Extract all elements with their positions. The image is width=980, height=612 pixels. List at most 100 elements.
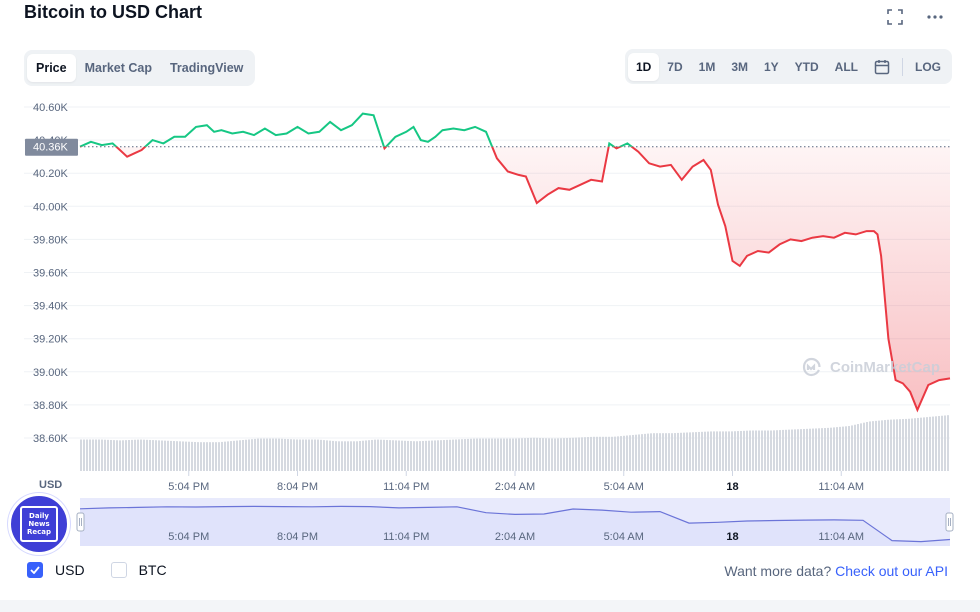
volume-bar [704, 431, 706, 471]
volume-bar [734, 431, 736, 471]
calendar-icon[interactable] [866, 53, 898, 81]
volume-bar [380, 439, 382, 471]
y-tick-label: 39.00K [33, 367, 69, 379]
volume-bar [812, 428, 814, 471]
volume-bar [515, 438, 517, 471]
volume-bar [266, 438, 268, 471]
volume-bar [947, 415, 949, 471]
navigator-area [80, 506, 950, 546]
volume-bar [92, 439, 94, 471]
volume-bar [749, 430, 751, 471]
volume-bar [893, 419, 895, 471]
volume-bar [617, 436, 619, 471]
tab-tradingview[interactable]: TradingView [169, 61, 244, 75]
volume-bar [638, 434, 640, 471]
volume-bar [458, 439, 460, 471]
volume-bar [941, 415, 943, 471]
volume-bar [785, 429, 787, 471]
volume-bar [395, 440, 397, 471]
volume-bar [653, 433, 655, 471]
volume-bar [887, 419, 889, 471]
x-tick-label: 5:04 PM [168, 481, 209, 493]
volume-bar [746, 430, 748, 471]
volume-bar [116, 440, 118, 471]
range-1y[interactable]: 1Y [763, 59, 779, 74]
volume-bar [824, 428, 826, 471]
range-7d[interactable]: 7D [667, 59, 683, 74]
volume-bar [839, 426, 841, 471]
volume-bar [218, 442, 220, 471]
volume-bar [110, 439, 112, 471]
tab-market-cap[interactable]: Market Cap [84, 61, 152, 75]
volume-bar [491, 438, 493, 471]
volume-bar [761, 430, 763, 471]
navigator-x-tick-label: 5:04 PM [168, 531, 209, 543]
range-1d[interactable]: 1D [627, 52, 660, 81]
volume-bar [176, 441, 178, 471]
volume-bar [935, 416, 937, 471]
volume-bar [95, 439, 97, 471]
y-tick-label: 38.80K [33, 400, 69, 412]
volume-bar [221, 441, 223, 471]
volume-bar [155, 440, 157, 471]
tab-price[interactable]: Price [27, 54, 76, 82]
price-line-above-reference [79, 112, 634, 147]
volume-bar [650, 433, 652, 471]
price-area-fill [116, 146, 950, 410]
volume-bar [689, 432, 691, 471]
daily-news-recap-badge[interactable]: Daily News Recap [8, 493, 70, 555]
btc-checkbox[interactable] [110, 562, 127, 578]
volume-bar [539, 437, 541, 471]
volume-bar [713, 431, 715, 471]
volume-bar [680, 432, 682, 471]
legend-btc[interactable]: BTC [110, 562, 167, 578]
range-all[interactable]: ALL [834, 59, 858, 74]
volume-bar [566, 438, 568, 471]
volume-bar [338, 441, 340, 471]
price-chart[interactable]: 40.60K40.40K40.20K40.00K39.80K39.60K39.4… [0, 95, 980, 495]
volume-bar [572, 437, 574, 471]
volume-bar [194, 442, 196, 471]
volume-bar [500, 438, 502, 471]
navigator-x-tick-label: 11:04 PM [383, 531, 429, 543]
volume-bar [557, 438, 559, 471]
volume-bar [707, 431, 709, 471]
more-icon[interactable] [926, 8, 944, 26]
reference-price-badge: 40.36K [25, 138, 78, 156]
volume-bar [473, 438, 475, 471]
range-3m[interactable]: 3M [731, 59, 748, 74]
y-tick-label: 40.60K [33, 102, 69, 114]
volume-bar [545, 438, 547, 471]
volume-bar [227, 441, 229, 471]
expand-icon[interactable] [886, 8, 904, 26]
volume-bar [842, 426, 844, 471]
volume-bar [113, 440, 115, 471]
legend-usd[interactable]: USD [27, 562, 85, 578]
volume-bar [860, 423, 862, 471]
range-ytd[interactable]: YTD [794, 59, 819, 74]
volume-bar [332, 440, 334, 471]
volume-bar [620, 436, 622, 471]
coinmarketcap-logo-icon [802, 357, 821, 377]
badge-line-2: News [28, 520, 50, 528]
volume-bar [872, 421, 874, 471]
volume-bar [350, 441, 352, 471]
api-link[interactable]: Check out our API [835, 563, 948, 579]
log-toggle[interactable]: LOG [915, 59, 941, 74]
volume-bar [920, 417, 922, 471]
range-navigator[interactable]: 5:04 PM 8:04 PM 11:04 PM 2:04 AM 5:04 AM 18 11… [0, 480, 980, 550]
volume-bar [437, 440, 439, 471]
range-tabs: 1D 7D 1M 3M 1Y YTD ALL LOG [624, 49, 952, 84]
usd-checkbox[interactable] [27, 562, 43, 578]
range-1m[interactable]: 1M [698, 59, 716, 74]
volume-bar [710, 431, 712, 471]
divider [902, 57, 903, 76]
volume-bar [851, 425, 853, 471]
volume-bar [518, 438, 520, 471]
volume-bar [668, 433, 670, 471]
volume-bar [368, 440, 370, 471]
volume-bar [503, 438, 505, 471]
volume-bar [590, 436, 592, 471]
volume-bar [377, 439, 379, 471]
volume-bar [926, 417, 928, 471]
